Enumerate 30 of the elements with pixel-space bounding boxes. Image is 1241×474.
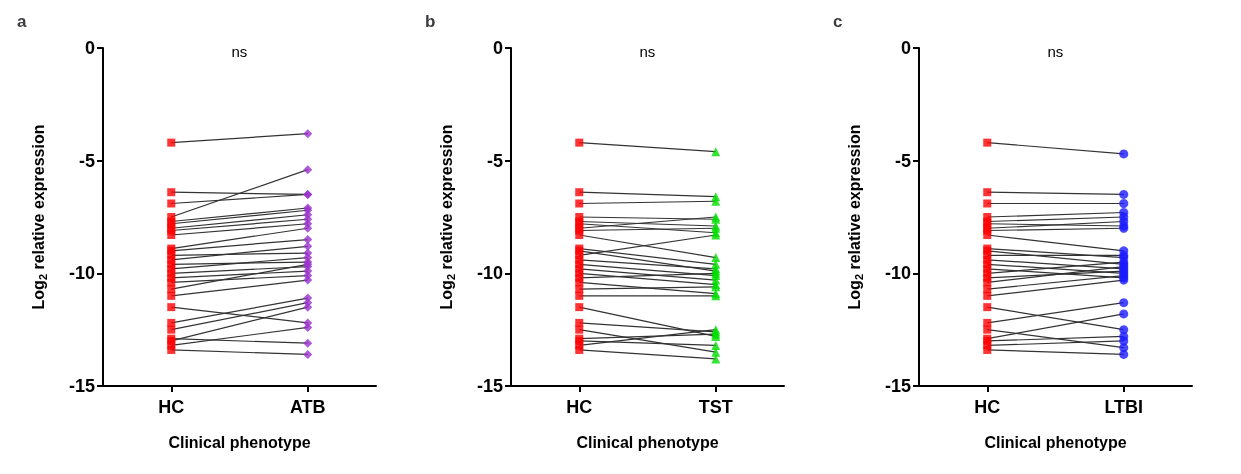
y-tick-label: -15 (884, 376, 911, 396)
y-tick-label: -5 (486, 150, 503, 171)
x-tick-label: HC (566, 397, 593, 417)
annotation: ns (1047, 43, 1064, 60)
y-tick-label: 0 (84, 38, 95, 58)
y-axis-title: Log2 relative expression (438, 124, 457, 310)
x-tick-label: ATB (289, 397, 326, 417)
annotation: ns (639, 43, 656, 60)
x-axis-title: Clinical phenotype (576, 433, 719, 451)
y-tick-label: -10 (476, 263, 503, 284)
y-axis-title: Log2 relative expression (30, 124, 49, 310)
y-tick-label: -15 (68, 376, 95, 396)
y-tick-label: -5 (894, 150, 911, 171)
annotation: ns (231, 43, 248, 60)
x-tick-label: TST (698, 397, 733, 417)
chart-title: a (17, 12, 27, 31)
x-tick-label: HC (974, 397, 1001, 417)
x-tick-label: HC (158, 397, 185, 417)
y-tick-label: -15 (476, 376, 503, 396)
chart-title: c (833, 12, 843, 31)
y-axis-title: Log2 relative expression (846, 124, 865, 310)
x-axis-title: Clinical phenotype (168, 433, 311, 451)
y-tick-label: 0 (900, 38, 911, 58)
y-tick-label: -5 (78, 150, 95, 171)
y-tick-label: -10 (68, 263, 95, 284)
y-tick-label: 0 (492, 38, 503, 58)
chart-title: b (425, 12, 436, 31)
x-tick-label: LTBI (1104, 397, 1144, 417)
x-axis-title: Clinical phenotype (984, 433, 1127, 451)
y-tick-label: -10 (884, 263, 911, 284)
